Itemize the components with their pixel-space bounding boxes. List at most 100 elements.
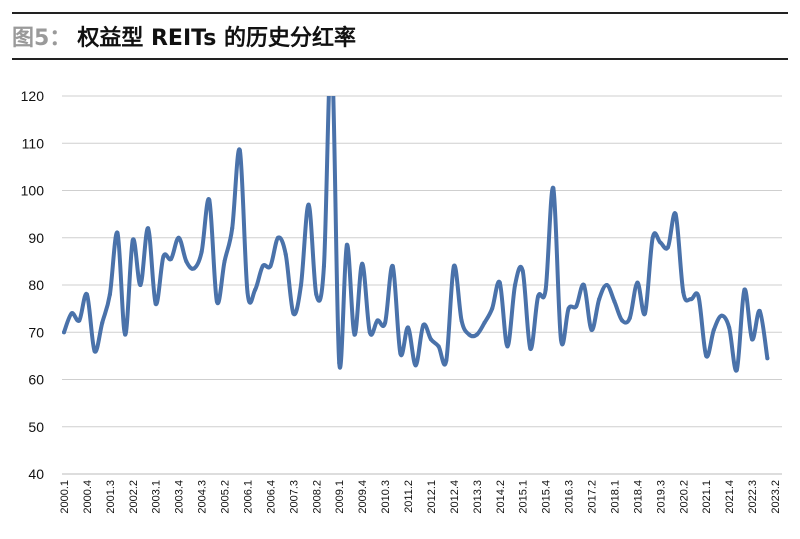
data-point bbox=[513, 283, 518, 287]
data-point bbox=[444, 358, 449, 363]
data-point bbox=[306, 202, 311, 207]
data-point bbox=[643, 311, 648, 316]
data-point bbox=[696, 294, 701, 299]
data-point bbox=[704, 353, 709, 358]
x-tick-label: 2023.2 bbox=[770, 480, 782, 514]
title-rule bbox=[12, 58, 788, 60]
data-point bbox=[711, 327, 716, 332]
x-tick-label: 2006.1 bbox=[242, 480, 254, 514]
data-point bbox=[765, 356, 770, 361]
data-point bbox=[344, 242, 349, 247]
data-point bbox=[214, 299, 219, 304]
y-tick-label: 100 bbox=[21, 183, 45, 199]
data-point bbox=[245, 290, 250, 295]
y-tick-label: 60 bbox=[28, 372, 44, 388]
data-point bbox=[543, 287, 548, 292]
y-axis-ticks: 40 50 60 70 80 90 100 110 120 bbox=[21, 88, 45, 482]
data-point bbox=[191, 266, 196, 271]
data-point bbox=[620, 318, 625, 323]
data-point bbox=[176, 235, 181, 240]
data-point bbox=[92, 349, 97, 354]
x-tick-label: 2018.4 bbox=[632, 480, 644, 514]
data-point bbox=[436, 344, 441, 349]
data-point bbox=[459, 318, 464, 323]
data-point bbox=[635, 280, 640, 285]
data-point bbox=[169, 257, 174, 262]
data-point bbox=[428, 337, 433, 342]
data-point bbox=[84, 292, 89, 297]
x-tick-label: 2006.4 bbox=[265, 480, 277, 514]
data-point bbox=[62, 330, 66, 335]
chart-title: 权益型 REITs 的历史分红率 bbox=[77, 26, 356, 51]
figure-label: 图5： bbox=[12, 26, 72, 51]
data-point bbox=[253, 287, 258, 292]
data-point bbox=[673, 212, 678, 217]
data-point bbox=[658, 240, 663, 245]
data-point bbox=[566, 306, 571, 311]
data-point bbox=[299, 283, 303, 287]
data-point bbox=[581, 283, 586, 287]
data-point bbox=[276, 235, 281, 240]
y-tick-label: 70 bbox=[28, 324, 44, 340]
data-point bbox=[750, 337, 755, 342]
y-tick-label: 80 bbox=[28, 277, 44, 293]
x-tick-label: 2016.3 bbox=[564, 480, 576, 514]
data-point bbox=[681, 290, 686, 295]
data-point bbox=[291, 311, 296, 316]
data-point bbox=[597, 297, 602, 302]
data-point bbox=[551, 186, 556, 191]
series-group bbox=[62, 96, 770, 373]
x-axis-ticks: 2000.1 2000.4 2001.3 2002.2 2003.1 2003.4 2004… bbox=[59, 480, 782, 514]
data-point bbox=[230, 226, 235, 231]
data-point bbox=[222, 259, 227, 264]
data-point bbox=[321, 264, 326, 269]
x-tick-label: 2019.3 bbox=[655, 480, 667, 514]
x-tick-label: 2014.2 bbox=[495, 480, 507, 514]
data-point bbox=[100, 320, 105, 325]
data-point bbox=[123, 332, 128, 337]
y-tick-label: 120 bbox=[21, 88, 45, 104]
y-tick-label: 50 bbox=[28, 419, 44, 435]
data-point bbox=[398, 351, 403, 356]
data-point bbox=[520, 268, 525, 273]
data-point bbox=[390, 264, 395, 269]
x-tick-label: 2012.4 bbox=[449, 480, 461, 514]
data-point bbox=[757, 308, 762, 313]
data-point bbox=[665, 245, 670, 250]
x-tick-label: 2009.4 bbox=[357, 480, 369, 514]
data-point bbox=[413, 363, 418, 368]
data-point bbox=[490, 306, 495, 311]
x-tick-label: 2010.3 bbox=[380, 480, 392, 514]
gridlines bbox=[62, 95, 782, 428]
x-tick-label: 2020.2 bbox=[678, 480, 690, 514]
x-tick-label: 2003.1 bbox=[151, 480, 163, 514]
x-tick-label: 2018.1 bbox=[609, 480, 621, 514]
x-tick-label: 2021.4 bbox=[724, 480, 736, 514]
data-point bbox=[260, 264, 265, 269]
data-point bbox=[536, 294, 540, 299]
x-tick-label: 2012.1 bbox=[426, 480, 438, 514]
data-point bbox=[314, 292, 319, 297]
x-tick-label: 2009.1 bbox=[334, 480, 346, 514]
x-tick-label: 2017.2 bbox=[587, 480, 599, 514]
data-point bbox=[650, 235, 655, 240]
y-tick-label: 90 bbox=[28, 230, 44, 246]
x-tick-label: 2022.3 bbox=[747, 480, 759, 514]
data-point bbox=[406, 325, 411, 330]
x-tick-label: 2015.4 bbox=[541, 480, 553, 514]
x-tick-label: 2000.1 bbox=[59, 480, 71, 514]
data-point bbox=[604, 283, 609, 287]
x-tick-label: 2013.3 bbox=[472, 480, 484, 514]
figure-title-row: 图5： 权益型 REITs 的历史分红率 bbox=[12, 20, 356, 52]
data-point bbox=[421, 323, 426, 328]
data-point bbox=[337, 360, 342, 365]
top-rule bbox=[12, 12, 788, 14]
data-point bbox=[199, 249, 204, 254]
y-tick-label: 40 bbox=[28, 466, 44, 482]
data-point bbox=[184, 259, 189, 264]
data-point bbox=[69, 311, 74, 316]
data-point bbox=[497, 280, 502, 285]
data-point bbox=[115, 231, 120, 236]
x-tick-label: 2021.1 bbox=[701, 480, 713, 514]
data-point bbox=[558, 337, 563, 342]
